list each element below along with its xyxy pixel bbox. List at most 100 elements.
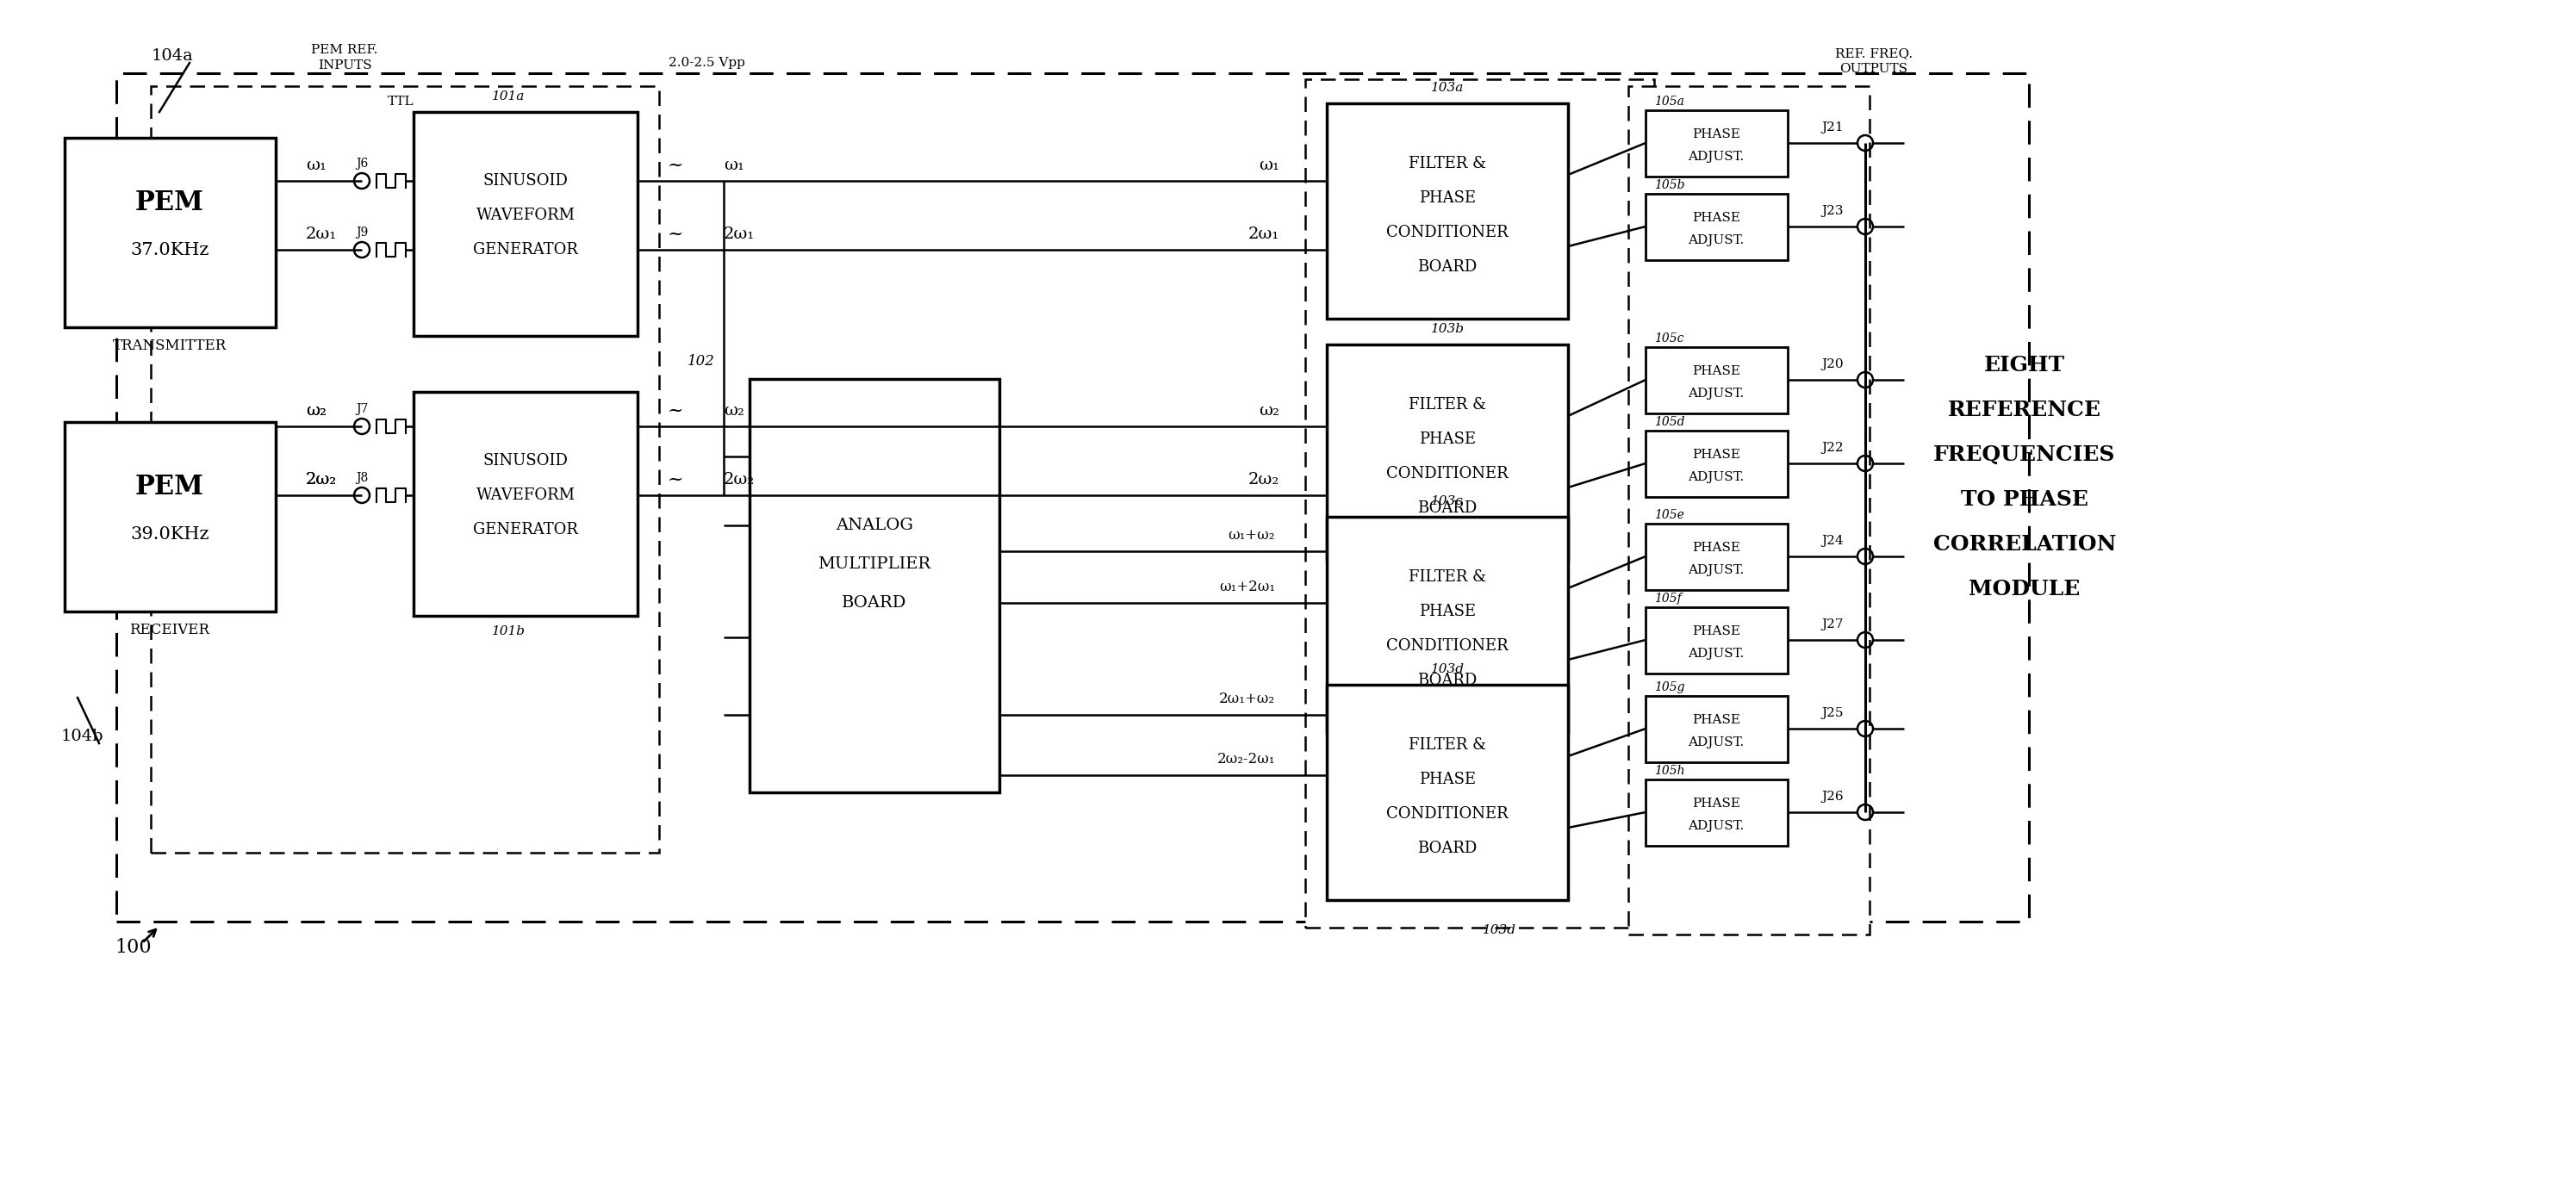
Text: CONDITIONER: CONDITIONER (1386, 638, 1510, 653)
Text: CONDITIONER: CONDITIONER (1386, 225, 1510, 241)
Text: PHASE: PHASE (1692, 797, 1741, 810)
Text: ADJUST.: ADJUST. (1687, 648, 1744, 659)
Bar (64, 422, 276, 612)
Text: 39.0KHz: 39.0KHz (131, 525, 209, 542)
Text: 102: 102 (688, 355, 716, 369)
Text: 2ω₂: 2ω₂ (1249, 472, 1280, 487)
Text: REFERENCE: REFERENCE (1947, 400, 2102, 420)
Text: SINUSOID: SINUSOID (482, 453, 569, 468)
Text: ω₁: ω₁ (307, 158, 327, 173)
Text: 2ω₁+ω₂: 2ω₁+ω₂ (1218, 693, 1275, 707)
Bar (1327, 103, 1569, 319)
Text: 2ω₁: 2ω₁ (1249, 227, 1280, 242)
Text: PHASE: PHASE (1419, 772, 1476, 788)
Text: TRANSMITTER: TRANSMITTER (113, 339, 227, 353)
Text: ω₂: ω₂ (307, 403, 327, 419)
Text: 105f: 105f (1654, 593, 1682, 605)
Text: 105b: 105b (1654, 179, 1685, 191)
Text: REF. FREQ.: REF. FREQ. (1834, 47, 1911, 59)
Text: PHASE: PHASE (1419, 604, 1476, 619)
Text: ADJUST.: ADJUST. (1687, 388, 1744, 400)
Text: PHASE: PHASE (1692, 365, 1741, 377)
Text: ADJUST.: ADJUST. (1687, 820, 1744, 833)
Text: J21: J21 (1821, 121, 1844, 134)
Text: ANALOG: ANALOG (835, 517, 912, 534)
Text: ω₁: ω₁ (724, 158, 744, 173)
Text: J6: J6 (355, 158, 368, 170)
Text: WAVEFORM: WAVEFORM (477, 208, 574, 223)
Text: 101b: 101b (492, 625, 526, 637)
Text: 101a: 101a (492, 90, 526, 102)
Text: ω₂: ω₂ (724, 403, 744, 419)
Text: PHASE: PHASE (1419, 432, 1476, 447)
Bar (1628, 87, 1870, 935)
Text: 105g: 105g (1654, 681, 1685, 694)
Text: WAVEFORM: WAVEFORM (477, 487, 574, 503)
Text: PEM REF.: PEM REF. (312, 44, 379, 56)
Text: J25: J25 (1821, 707, 1844, 719)
Bar (1646, 524, 1788, 589)
Text: J8: J8 (355, 472, 368, 484)
Text: PHASE: PHASE (1692, 128, 1741, 140)
Text: PHASE: PHASE (1692, 542, 1741, 554)
Text: INPUTS: INPUTS (317, 59, 371, 71)
Text: BOARD: BOARD (842, 595, 907, 611)
Text: ω₂: ω₂ (307, 403, 327, 419)
Text: ~: ~ (667, 225, 683, 244)
Bar (750, 380, 999, 792)
Text: EIGHT: EIGHT (1984, 355, 2066, 376)
Text: BOARD: BOARD (1417, 841, 1476, 856)
Text: MULTIPLIER: MULTIPLIER (819, 556, 930, 572)
Bar (1646, 607, 1788, 674)
Text: 103d: 103d (1481, 924, 1515, 936)
Text: SINUSOID: SINUSOID (482, 173, 569, 189)
Text: ω₂: ω₂ (1260, 403, 1280, 419)
Text: 2ω₂-2ω₁: 2ω₂-2ω₁ (1216, 752, 1275, 767)
Text: 103d: 103d (1430, 663, 1463, 675)
Bar (415, 111, 636, 336)
Text: 105h: 105h (1654, 765, 1685, 777)
Text: TO PHASE: TO PHASE (1960, 489, 2089, 510)
Text: 2ω₂: 2ω₂ (724, 472, 755, 487)
Text: J20: J20 (1821, 358, 1844, 370)
Text: ω₁+2ω₁: ω₁+2ω₁ (1218, 580, 1275, 594)
Text: GENERATOR: GENERATOR (474, 242, 577, 257)
Text: OUTPUTS: OUTPUTS (1839, 63, 1909, 75)
Bar (1327, 344, 1569, 560)
Text: RECEIVER: RECEIVER (129, 623, 209, 638)
Text: ~: ~ (667, 155, 683, 174)
Text: PHASE: PHASE (1692, 714, 1741, 726)
Text: J27: J27 (1821, 618, 1844, 631)
Text: 2.0-2.5 Vpp: 2.0-2.5 Vpp (667, 57, 744, 69)
Bar (415, 391, 636, 616)
Bar (1646, 193, 1788, 260)
Bar (1646, 347, 1788, 414)
Text: FILTER &: FILTER & (1409, 155, 1486, 172)
Text: CORRELATION: CORRELATION (1932, 534, 2115, 555)
Text: FILTER &: FILTER & (1409, 397, 1486, 413)
Text: BOARD: BOARD (1417, 260, 1476, 275)
Text: PHASE: PHASE (1692, 625, 1741, 637)
Text: J26: J26 (1821, 791, 1844, 803)
Text: BOARD: BOARD (1417, 672, 1476, 688)
Bar (1646, 779, 1788, 846)
Text: FREQUENCIES: FREQUENCIES (1935, 445, 2115, 465)
Text: 105d: 105d (1654, 416, 1685, 428)
Text: CONDITIONER: CONDITIONER (1386, 466, 1510, 482)
Text: GENERATOR: GENERATOR (474, 522, 577, 537)
Bar (64, 138, 276, 327)
Bar (152, 87, 659, 853)
Text: PEM: PEM (137, 473, 204, 500)
Text: ADJUST.: ADJUST. (1687, 235, 1744, 247)
Text: ADJUST.: ADJUST. (1687, 151, 1744, 162)
Text: 104b: 104b (59, 728, 103, 744)
Text: ADJUST.: ADJUST. (1687, 565, 1744, 576)
Text: FILTER &: FILTER & (1409, 569, 1486, 585)
Text: ω₁: ω₁ (1260, 158, 1280, 173)
Text: BOARD: BOARD (1417, 500, 1476, 516)
Text: 100: 100 (116, 938, 152, 957)
Text: 2ω₁: 2ω₁ (724, 227, 755, 242)
Text: 2ω₂: 2ω₂ (307, 472, 337, 487)
Text: 103c: 103c (1432, 496, 1463, 508)
Text: FILTER &: FILTER & (1409, 738, 1486, 753)
